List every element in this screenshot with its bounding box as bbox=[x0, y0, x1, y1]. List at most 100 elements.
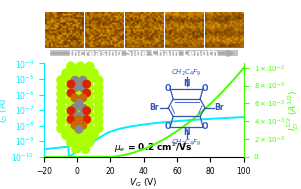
Circle shape bbox=[94, 103, 103, 112]
Circle shape bbox=[71, 122, 79, 129]
Circle shape bbox=[75, 75, 85, 85]
Circle shape bbox=[94, 89, 103, 99]
Circle shape bbox=[75, 80, 82, 88]
Circle shape bbox=[71, 94, 79, 102]
Circle shape bbox=[85, 103, 94, 112]
Circle shape bbox=[76, 62, 85, 71]
Circle shape bbox=[75, 99, 82, 107]
Circle shape bbox=[56, 103, 66, 112]
Circle shape bbox=[66, 110, 75, 119]
Circle shape bbox=[75, 103, 85, 112]
Circle shape bbox=[83, 116, 90, 123]
Circle shape bbox=[94, 117, 103, 126]
Circle shape bbox=[71, 77, 79, 84]
Circle shape bbox=[85, 82, 94, 92]
Bar bbox=[165, 13, 203, 47]
Circle shape bbox=[75, 117, 85, 126]
Circle shape bbox=[94, 82, 103, 92]
Circle shape bbox=[79, 84, 86, 92]
Circle shape bbox=[94, 124, 103, 133]
Circle shape bbox=[66, 96, 75, 106]
Circle shape bbox=[83, 107, 90, 114]
Circle shape bbox=[71, 111, 79, 118]
Text: Increasing Side Chain Length: Increasing Side Chain Length bbox=[69, 49, 219, 58]
Circle shape bbox=[83, 80, 90, 88]
Bar bbox=[125, 13, 163, 47]
Text: Br: Br bbox=[149, 103, 159, 112]
Text: O: O bbox=[202, 122, 208, 131]
Circle shape bbox=[66, 137, 76, 147]
Circle shape bbox=[75, 82, 85, 92]
Circle shape bbox=[75, 96, 85, 106]
Circle shape bbox=[75, 110, 85, 119]
Circle shape bbox=[79, 77, 86, 84]
Bar bbox=[45, 13, 83, 47]
Circle shape bbox=[56, 124, 66, 133]
Circle shape bbox=[83, 89, 90, 97]
Text: $CH_2C_4F_9$: $CH_2C_4F_9$ bbox=[171, 137, 202, 148]
Circle shape bbox=[56, 89, 66, 99]
Circle shape bbox=[56, 96, 66, 106]
Y-axis label: $I_D^{1/2}$ ($A^{1/2}$): $I_D^{1/2}$ ($A^{1/2}$) bbox=[286, 89, 301, 131]
Circle shape bbox=[89, 131, 99, 140]
Circle shape bbox=[94, 96, 103, 106]
X-axis label: $V_G$ (V): $V_G$ (V) bbox=[129, 177, 158, 189]
Circle shape bbox=[75, 124, 85, 133]
Circle shape bbox=[71, 69, 80, 78]
Circle shape bbox=[66, 75, 75, 85]
Circle shape bbox=[85, 110, 94, 119]
Circle shape bbox=[71, 84, 79, 92]
Circle shape bbox=[85, 124, 94, 133]
Text: Br: Br bbox=[215, 103, 224, 112]
Circle shape bbox=[56, 110, 66, 119]
Circle shape bbox=[56, 82, 66, 92]
Circle shape bbox=[61, 69, 71, 78]
Circle shape bbox=[89, 69, 99, 78]
Circle shape bbox=[94, 75, 103, 85]
Text: O: O bbox=[202, 84, 208, 93]
Circle shape bbox=[71, 104, 79, 112]
Circle shape bbox=[71, 131, 80, 140]
Circle shape bbox=[75, 126, 82, 133]
Circle shape bbox=[94, 110, 103, 119]
Circle shape bbox=[75, 116, 82, 123]
Circle shape bbox=[85, 117, 94, 126]
Text: O: O bbox=[165, 84, 172, 93]
Circle shape bbox=[85, 75, 94, 85]
Bar bbox=[85, 13, 123, 47]
Text: $\mu_e$ = 0.2 cm$^2$/Vs: $\mu_e$ = 0.2 cm$^2$/Vs bbox=[114, 141, 192, 155]
Circle shape bbox=[67, 116, 75, 123]
Y-axis label: $I_D$ (A): $I_D$ (A) bbox=[0, 98, 10, 123]
Bar bbox=[205, 13, 243, 47]
Circle shape bbox=[80, 144, 90, 154]
Text: O: O bbox=[165, 122, 172, 131]
Circle shape bbox=[71, 144, 81, 154]
Circle shape bbox=[79, 94, 86, 102]
Circle shape bbox=[85, 62, 95, 71]
Circle shape bbox=[66, 103, 75, 112]
Circle shape bbox=[80, 131, 89, 140]
Bar bbox=[50, 50, 238, 56]
Circle shape bbox=[56, 117, 66, 126]
Circle shape bbox=[67, 89, 75, 97]
Circle shape bbox=[67, 107, 75, 114]
Circle shape bbox=[79, 111, 86, 118]
Circle shape bbox=[80, 69, 89, 78]
Text: N: N bbox=[183, 79, 190, 88]
Circle shape bbox=[75, 89, 85, 99]
Text: $CH_2C_4F_9$: $CH_2C_4F_9$ bbox=[171, 68, 202, 78]
Circle shape bbox=[67, 80, 75, 88]
Circle shape bbox=[66, 82, 75, 92]
Circle shape bbox=[85, 89, 94, 99]
Circle shape bbox=[66, 62, 76, 71]
Circle shape bbox=[66, 124, 75, 133]
Circle shape bbox=[61, 131, 71, 140]
Circle shape bbox=[66, 117, 75, 126]
Circle shape bbox=[79, 122, 86, 129]
Circle shape bbox=[79, 104, 86, 112]
Circle shape bbox=[85, 137, 95, 147]
Circle shape bbox=[76, 137, 85, 147]
Circle shape bbox=[85, 96, 94, 106]
Circle shape bbox=[56, 75, 66, 85]
Circle shape bbox=[66, 89, 75, 99]
